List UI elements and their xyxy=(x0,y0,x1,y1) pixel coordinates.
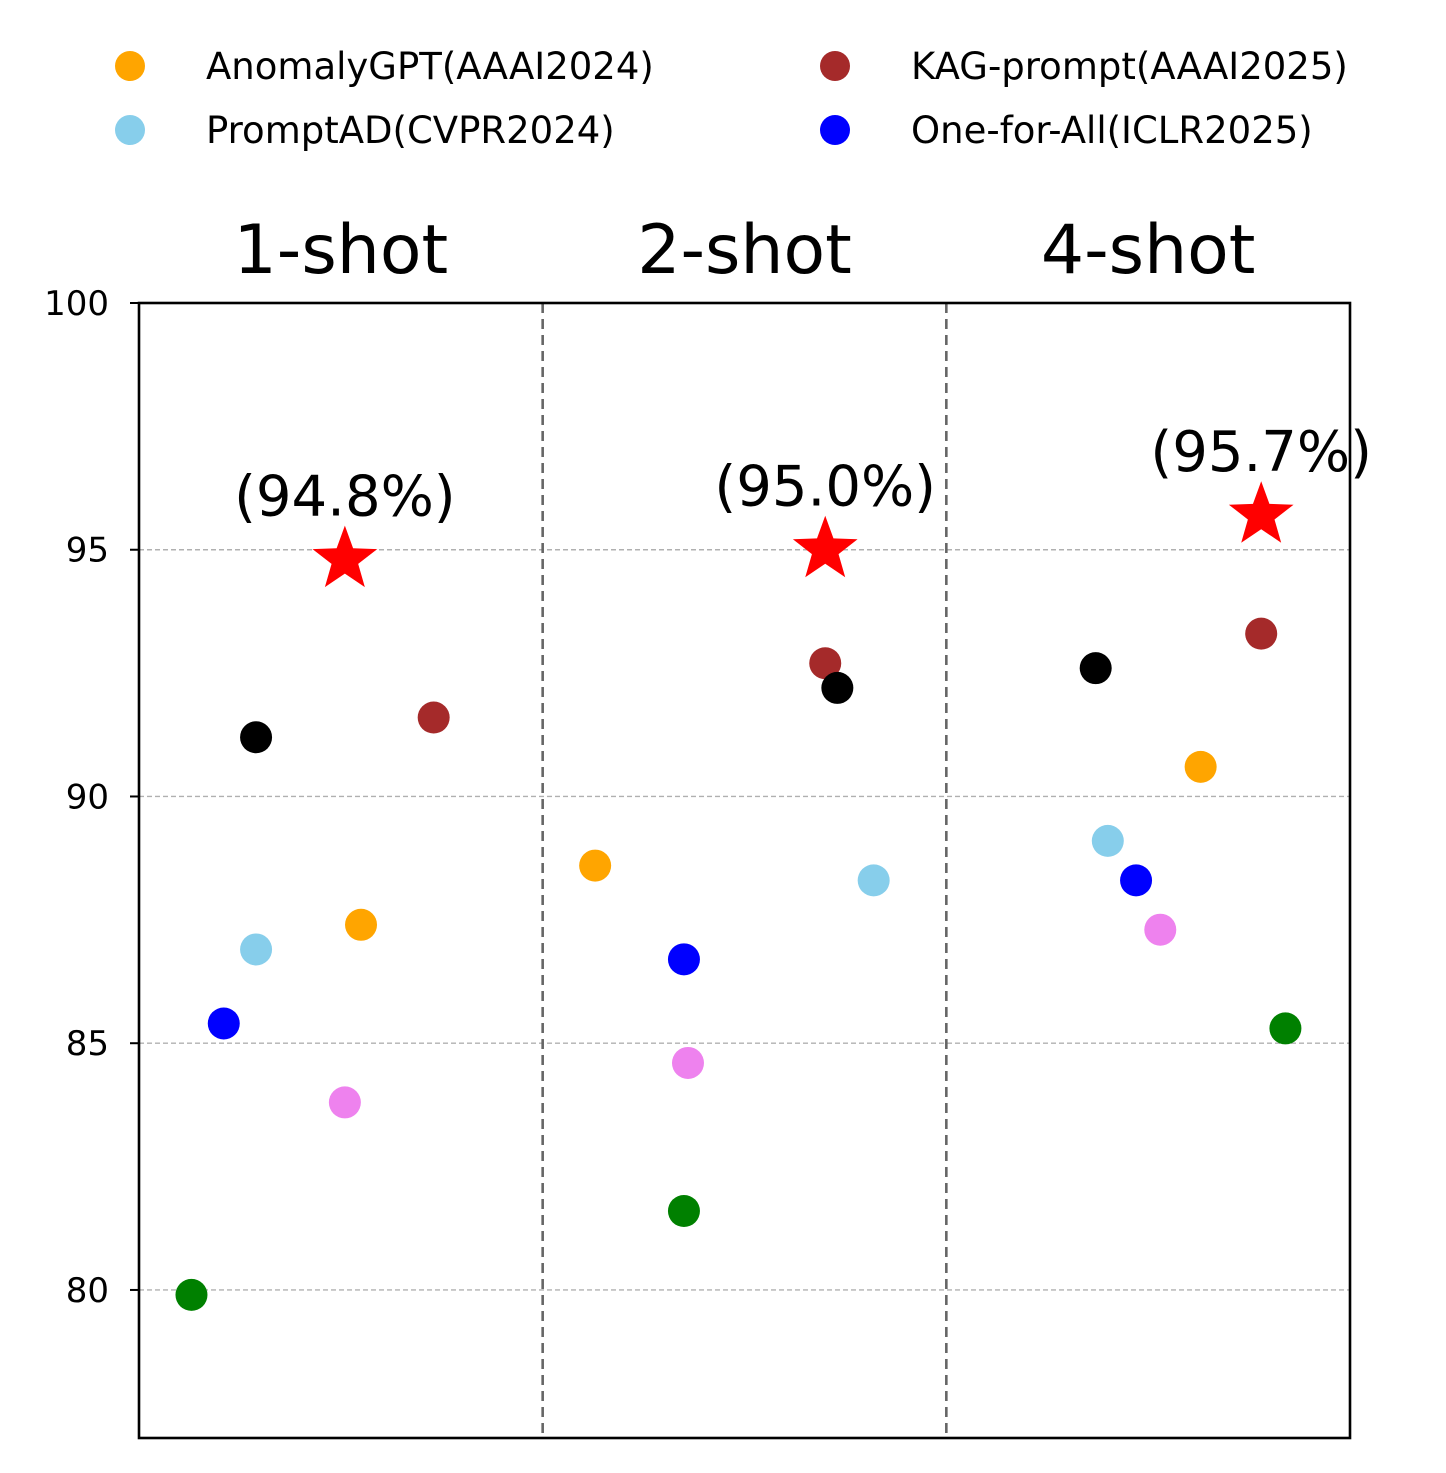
y-tick-label: 80 xyxy=(66,1271,109,1311)
points-layer xyxy=(175,617,1302,1311)
y-tick-label: 90 xyxy=(66,777,109,817)
data-point xyxy=(240,721,273,754)
legend-label: AnomalyGPT(AAAI2024) xyxy=(206,45,654,88)
data-point xyxy=(1184,750,1217,783)
legend-label: One-for-All(ICLR2025) xyxy=(911,109,1313,152)
data-point xyxy=(1079,652,1112,685)
group-titles: 1-shot 2-shot 4-shot xyxy=(234,211,1256,290)
legend-label: PromptAD(CVPR2024) xyxy=(206,109,615,152)
highlight-value-label: (94.8%) xyxy=(234,465,456,530)
axes-frame xyxy=(137,301,1352,1440)
data-point xyxy=(809,647,842,680)
data-point xyxy=(417,701,450,734)
data-point xyxy=(1245,617,1278,650)
legend-marker xyxy=(820,51,850,81)
highlight-value-label: (95.0%) xyxy=(714,455,936,520)
highlight-layer: (94.8%) (95.0%) (95.7%) xyxy=(234,420,1372,588)
data-point xyxy=(1269,1012,1302,1045)
y-tick-label: 95 xyxy=(66,531,109,571)
group-separators xyxy=(541,303,948,1438)
data-point xyxy=(857,864,890,897)
data-point xyxy=(667,943,700,976)
highlight-value-label: (95.7%) xyxy=(1150,420,1372,485)
y-tick-label: 100 xyxy=(44,284,109,324)
data-point xyxy=(328,1086,361,1119)
legend-marker xyxy=(115,51,145,81)
highlight-star xyxy=(1228,481,1294,543)
data-point xyxy=(579,849,612,882)
data-point xyxy=(1120,864,1153,897)
highlight-star xyxy=(792,515,858,578)
data-point xyxy=(1091,824,1124,857)
group-title: 1-shot xyxy=(234,211,449,290)
data-point xyxy=(240,933,273,966)
group-title: 2-shot xyxy=(637,211,852,290)
y-axis-ticks: 80 85 90 95 100 xyxy=(44,284,139,1311)
data-point xyxy=(1144,913,1177,946)
plot-frame xyxy=(137,301,1352,1440)
legend-marker xyxy=(115,115,145,145)
data-point xyxy=(207,1007,240,1040)
legend-label: KAG-prompt(AAAI2025) xyxy=(911,45,1348,88)
legend: AnomalyGPT(AAAI2024) PromptAD(CVPR2024) KA… xyxy=(115,45,1348,152)
y-tick-label: 85 xyxy=(66,1024,109,1064)
data-point xyxy=(667,1195,700,1227)
data-point xyxy=(671,1046,704,1079)
group-title: 4-shot xyxy=(1041,211,1256,290)
data-point xyxy=(175,1278,208,1311)
data-point xyxy=(821,671,854,704)
highlight-star xyxy=(312,525,378,588)
data-point xyxy=(345,908,378,941)
legend-marker xyxy=(820,115,850,145)
